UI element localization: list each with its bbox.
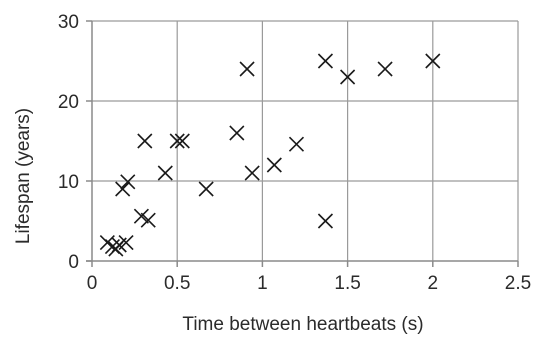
data-point bbox=[377, 61, 393, 77]
x-axis-label: Time between heartbeats (s) bbox=[182, 314, 423, 335]
data-point bbox=[425, 53, 441, 69]
y-tick-label: 20 bbox=[58, 92, 79, 113]
data-point bbox=[288, 136, 305, 152]
y-tick-label: 10 bbox=[58, 172, 79, 193]
x-tick-label: 2.5 bbox=[505, 273, 531, 294]
data-point bbox=[174, 133, 190, 149]
data-point bbox=[239, 61, 255, 77]
x-tick-label: 1 bbox=[257, 273, 268, 294]
data-point bbox=[244, 165, 260, 181]
data-point bbox=[229, 125, 245, 141]
axes bbox=[86, 20, 519, 267]
data-points bbox=[99, 53, 441, 257]
x-tick-label: 0.5 bbox=[164, 273, 190, 294]
data-point bbox=[157, 165, 173, 181]
x-tick-label: 1.5 bbox=[334, 273, 360, 294]
data-point bbox=[317, 213, 334, 229]
data-point bbox=[140, 212, 156, 228]
data-point bbox=[115, 181, 131, 197]
data-point bbox=[266, 157, 282, 173]
data-point bbox=[137, 133, 153, 149]
data-point bbox=[133, 208, 149, 224]
tick-labels: 0 10 20 30 0 0.5 1 1.5 2 2.5 bbox=[58, 12, 531, 294]
y-axis-label: Lifespan (years) bbox=[13, 108, 34, 244]
x-tick-label: 0 bbox=[87, 273, 98, 294]
y-tick-label: 30 bbox=[58, 12, 79, 33]
data-point bbox=[118, 235, 134, 251]
data-point bbox=[317, 53, 334, 69]
x-tick-label: 2 bbox=[428, 273, 439, 294]
data-point bbox=[169, 133, 185, 149]
y-tick-label: 0 bbox=[68, 252, 79, 273]
grid-lines bbox=[92, 20, 519, 261]
data-point bbox=[198, 181, 214, 197]
data-point bbox=[120, 174, 136, 190]
data-point bbox=[340, 69, 356, 85]
